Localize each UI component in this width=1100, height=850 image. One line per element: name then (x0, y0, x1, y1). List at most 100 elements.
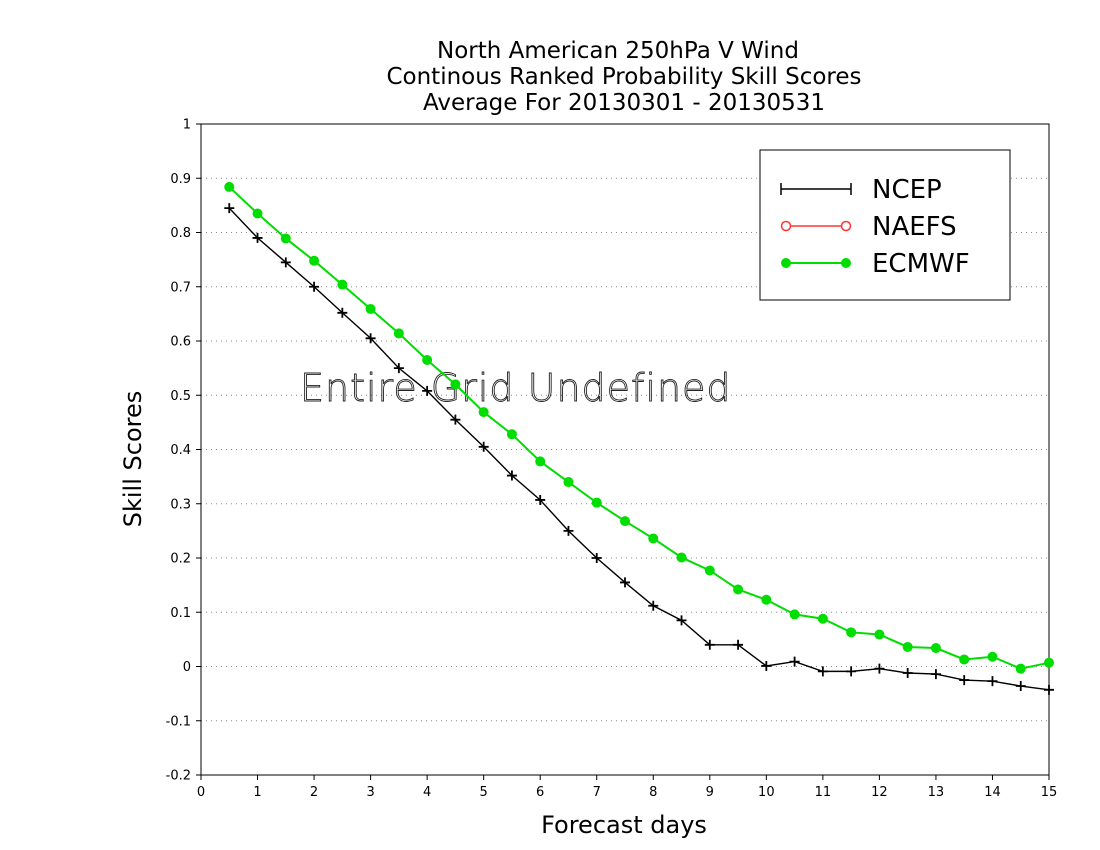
legend: NCEP NAEFS ECMWF (759, 149, 1011, 301)
legend-naefs-marker-right (840, 220, 852, 232)
x-tick-label: 13 (928, 785, 945, 800)
y-axis-ticks: -0.2 -0.1 0 0.1 0.2 0.3 0.4 0.5 0.6 0.7 0.8 0.9 1 (166, 118, 201, 784)
data-point-ecmwf (930, 643, 941, 654)
data-point-ecmwf (846, 627, 857, 638)
x-tick-label: 9 (706, 785, 714, 800)
y-tick-label: 1 (183, 118, 191, 133)
data-point-ecmwf (789, 609, 800, 620)
title-line-2: Continous Ranked Probability Skill Score… (386, 64, 861, 90)
data-point-ecmwf (1015, 663, 1026, 674)
legend-ecmwf-label: ECMWF (872, 249, 970, 279)
x-tick-label: 3 (366, 785, 374, 800)
data-point-ncep (252, 232, 263, 243)
data-point-ncep (309, 281, 320, 292)
x-tick-label: 6 (536, 785, 544, 800)
x-axis-label: Forecast days (541, 811, 707, 839)
data-point-ecmwf (959, 654, 970, 665)
y-tick-label: 0 (183, 660, 191, 675)
y-tick-label: 0.4 (170, 443, 191, 458)
data-point-ecmwf (761, 594, 772, 605)
x-tick-label: 4 (423, 785, 431, 800)
legend-item-naefs: NAEFS (780, 212, 957, 242)
y-tick-label: 0.2 (170, 552, 191, 567)
data-point-ncep (902, 668, 913, 679)
legend-ncep-marker (780, 183, 852, 195)
data-point-ncep (535, 494, 546, 505)
data-point-ecmwf (535, 456, 546, 467)
title-line-3: Average For 20130301 - 20130531 (423, 90, 825, 116)
y-axis-label: Skill Scores (119, 391, 147, 528)
data-point-ncep (280, 257, 291, 268)
data-point-ncep (450, 414, 461, 425)
data-point-ecmwf (563, 477, 574, 488)
y-tick-label: 0.6 (170, 335, 191, 350)
data-point-ncep (817, 666, 828, 677)
data-point-ncep (506, 470, 517, 481)
data-point-ncep (224, 203, 235, 214)
data-point-ecmwf (280, 233, 291, 244)
data-point-ncep (846, 666, 857, 677)
y-tick-label: 0.7 (170, 280, 191, 295)
x-tick-label: 0 (197, 785, 205, 800)
data-point-ecmwf (506, 429, 517, 440)
data-point-ncep (874, 663, 885, 674)
x-tick-label: 15 (1041, 785, 1058, 800)
title-line-1: North American 250hPa V Wind (437, 38, 799, 64)
data-point-ncep (676, 615, 687, 626)
data-point-ncep (365, 333, 376, 344)
y-tick-label: -0.2 (166, 769, 191, 784)
x-tick-label: 14 (984, 785, 1001, 800)
data-point-ecmwf (365, 303, 376, 314)
data-point-ecmwf (252, 208, 263, 219)
data-point-ecmwf (648, 533, 659, 544)
x-tick-label: 7 (593, 785, 601, 800)
data-point-ecmwf (733, 584, 744, 595)
legend-ncep-label: NCEP (872, 175, 942, 205)
x-tick-label: 8 (649, 785, 657, 800)
data-point-ecmwf (817, 613, 828, 624)
legend-item-ncep: NCEP (780, 175, 942, 205)
x-tick-label: 1 (253, 785, 261, 800)
legend-box (759, 149, 1011, 301)
data-point-ncep (393, 363, 404, 374)
data-point-ncep (648, 600, 659, 611)
legend-naefs-label: NAEFS (872, 212, 957, 242)
series-ecmwf (224, 181, 1054, 674)
legend-naefs-marker-left (780, 220, 792, 232)
data-point-ncep (704, 639, 715, 650)
x-tick-label: 11 (815, 785, 832, 800)
legend-item-ecmwf: ECMWF (781, 249, 970, 279)
data-point-ncep (591, 553, 602, 563)
data-point-ncep (761, 660, 772, 671)
data-point-ecmwf (591, 497, 602, 508)
data-point-ncep (620, 577, 630, 588)
data-point-ecmwf (620, 516, 630, 527)
data-point-ecmwf (393, 328, 404, 339)
data-point-ecmwf (1044, 657, 1054, 668)
data-point-ncep (478, 441, 489, 452)
data-point-ecmwf (309, 255, 320, 266)
x-tick-label: 12 (871, 785, 888, 800)
data-point-ecmwf (422, 354, 433, 365)
data-point-ncep (563, 525, 574, 536)
y-tick-label: 0.3 (170, 497, 191, 512)
y-tick-label: 0.8 (170, 226, 191, 241)
data-point-ncep (930, 669, 941, 680)
data-point-ecmwf (704, 565, 715, 576)
data-point-ncep (422, 385, 433, 396)
data-point-ncep (733, 639, 744, 650)
x-tick-label: 2 (310, 785, 318, 800)
data-point-ncep (959, 675, 970, 686)
x-axis-ticks: 0 1 2 3 4 5 6 7 8 9 10 11 12 13 14 15 (197, 775, 1057, 800)
series-ncep (224, 203, 1054, 695)
data-point-ecmwf (902, 641, 913, 652)
x-tick-label: 5 (480, 785, 488, 800)
y-tick-label: -0.1 (166, 714, 191, 729)
data-point-ncep (987, 676, 998, 687)
data-point-ecmwf (874, 629, 885, 640)
data-point-ncep (1044, 684, 1054, 695)
data-point-ecmwf (478, 407, 489, 418)
y-tick-label: 0.5 (170, 389, 191, 404)
